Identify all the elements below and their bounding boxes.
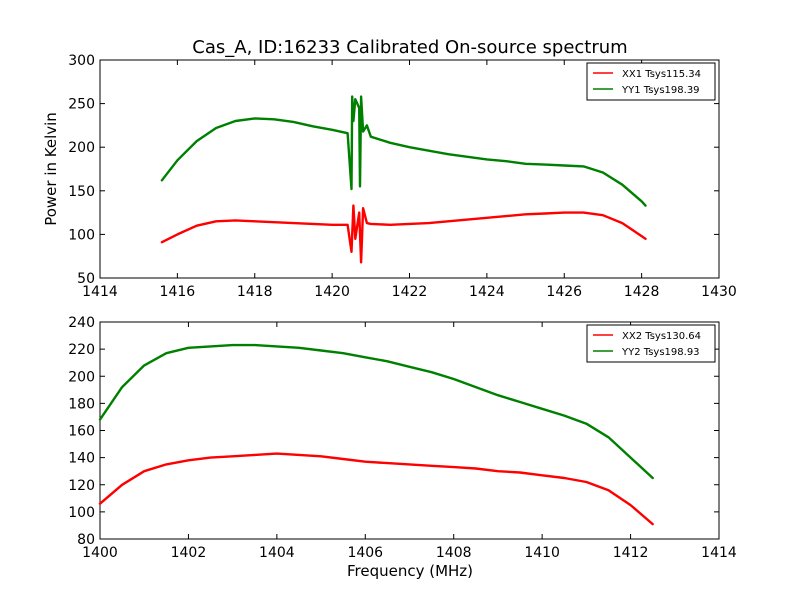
bottom-legend-label-xx2: XX2 Tsys130.64: [622, 331, 701, 342]
bottom-legend: XX2 Tsys130.64 YY2 Tsys198.93: [586, 324, 716, 363]
bottom-legend-label-yy2: YY2 Tsys198.93: [621, 347, 700, 358]
top-y-tick-label: 50: [77, 271, 95, 287]
top-legend-label-xx1: XX1 Tsys115.34: [622, 69, 701, 80]
top-legend-label-yy1: YY1 Tsys198.39: [621, 85, 700, 96]
top-y-axis-label: Power in Kelvin: [42, 112, 60, 226]
bottom-y-tick-label: 180: [68, 396, 95, 412]
bottom-y-tick-label: 120: [68, 478, 95, 494]
bottom-x-ticks: 1400 1402 1404 1406 1408 1410 1412 1414: [82, 322, 737, 561]
bottom-y-tick-label: 140: [68, 451, 95, 467]
bottom-x-tick-label: 1410: [524, 545, 560, 561]
top-x-tick-label: 1428: [624, 284, 660, 300]
bottom-legend-box: [586, 324, 716, 363]
bottom-y-tick-label: 200: [68, 369, 95, 385]
figure-title: Cas_A, ID:16233 Calibrated On-source spe…: [192, 37, 627, 58]
bottom-x-axis-label: Frequency (MHz): [347, 562, 473, 580]
bottom-y-tick-label: 100: [68, 505, 95, 521]
top-y-tick-label: 300: [68, 53, 95, 69]
top-x-tick-label: 1416: [160, 284, 196, 300]
top-series-group: [160, 95, 647, 264]
bottom-x-tick-label: 1412: [613, 545, 649, 561]
top-x-ticks: 1414 1416 1418 1420 1422 1424 1426 1428 1430: [82, 60, 737, 300]
top-series-line-xx1: [160, 204, 647, 264]
top-x-tick-label: 1430: [701, 284, 737, 300]
bottom-x-tick-label: 1414: [701, 545, 737, 561]
bottom-y-tick-label: 80: [77, 532, 95, 548]
top-x-tick-label: 1424: [469, 284, 505, 300]
top-y-tick-label: 250: [68, 97, 95, 113]
bottom-series-group: [98, 343, 654, 526]
top-x-tick-label: 1422: [392, 284, 428, 300]
top-y-tick-label: 200: [68, 140, 95, 156]
top-y-ticks: 50 100 150 200 250 300: [68, 53, 719, 287]
top-legend: XX1 Tsys115.34 YY1 Tsys198.39: [586, 62, 716, 101]
top-series-line-yy1: [160, 95, 647, 207]
top-x-tick-label: 1426: [546, 284, 582, 300]
bottom-y-ticks: 80 100 120 140 160 180 200 220 240: [68, 315, 719, 548]
bottom-x-tick-label: 1402: [171, 545, 207, 561]
bottom-x-tick-label: 1404: [259, 545, 295, 561]
top-legend-box: [586, 62, 716, 101]
bottom-panel: 1400 1402 1404 1406 1408 1410 1412 1414 80 100 12…: [68, 315, 737, 580]
bottom-y-tick-label: 240: [68, 315, 95, 331]
bottom-series-line-yy2: [98, 343, 654, 480]
top-x-tick-label: 1420: [314, 284, 350, 300]
top-x-tick-label: 1418: [237, 284, 273, 300]
top-y-tick-label: 150: [68, 184, 95, 200]
top-panel: 1414 1416 1418 1420 1422 1424 1426 1428 1430 501…: [42, 53, 737, 300]
bottom-series-line-xx2: [98, 452, 654, 526]
bottom-x-tick-label: 1400: [82, 545, 118, 561]
bottom-x-tick-label: 1406: [347, 545, 383, 561]
bottom-y-tick-label: 160: [68, 424, 95, 440]
top-y-tick-label: 100: [68, 227, 95, 243]
top-x-tick-label: 1414: [82, 284, 118, 300]
bottom-y-tick-label: 220: [68, 342, 95, 358]
bottom-x-tick-label: 1408: [436, 545, 472, 561]
